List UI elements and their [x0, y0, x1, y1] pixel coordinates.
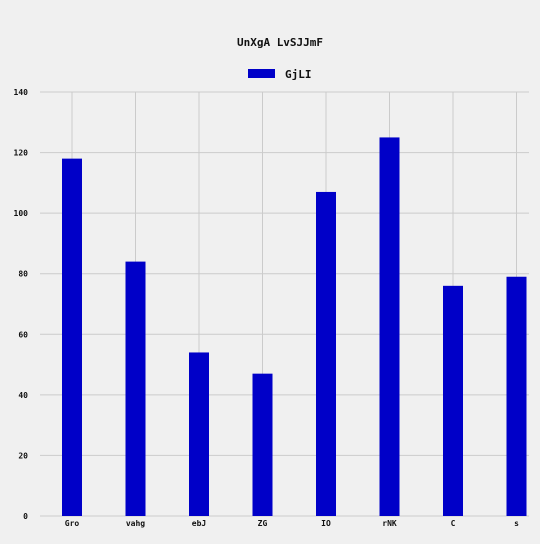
y-tick-label-20: 20 [18, 451, 28, 460]
legend: GjLI [248, 68, 312, 81]
bar-Gro [62, 158, 82, 516]
bar-rNK [379, 137, 400, 516]
x-tick-label-vahg: vahg [126, 519, 145, 528]
bar-IO [316, 191, 336, 516]
x-tick-label-ebJ: ebJ [192, 519, 206, 528]
legend-label: GjLI [285, 68, 312, 81]
y-tick-label-100: 100 [14, 209, 29, 218]
y-tick-label-120: 120 [14, 149, 29, 158]
x-tick-label-rNK: rNK [382, 519, 397, 528]
y-tick-label-0: 0 [23, 512, 28, 521]
chart-title: UnXgA LvSJJmF [237, 36, 323, 49]
bars [62, 137, 527, 516]
bar-s [506, 276, 527, 516]
bar-C [443, 285, 463, 516]
y-tick-label-40: 40 [18, 391, 28, 400]
x-tick-label-Gro: Gro [65, 519, 80, 528]
y-tick-label-140: 140 [14, 88, 29, 97]
x-tick-label-s: s [514, 519, 519, 528]
y-tick-label-80: 80 [18, 270, 28, 279]
y-tick-label-60: 60 [18, 330, 28, 339]
x-tick-label-C: C [451, 519, 456, 528]
x-tick-label-ZG: ZG [258, 519, 268, 528]
bar-ZG [252, 373, 273, 516]
legend-swatch [248, 69, 275, 78]
bar-ebJ [189, 352, 209, 516]
bar-vahg [125, 261, 146, 516]
y-tick-labels: 0 20 40 60 80 100 120 140 [14, 88, 29, 521]
x-tick-label-IO: IO [321, 519, 331, 528]
